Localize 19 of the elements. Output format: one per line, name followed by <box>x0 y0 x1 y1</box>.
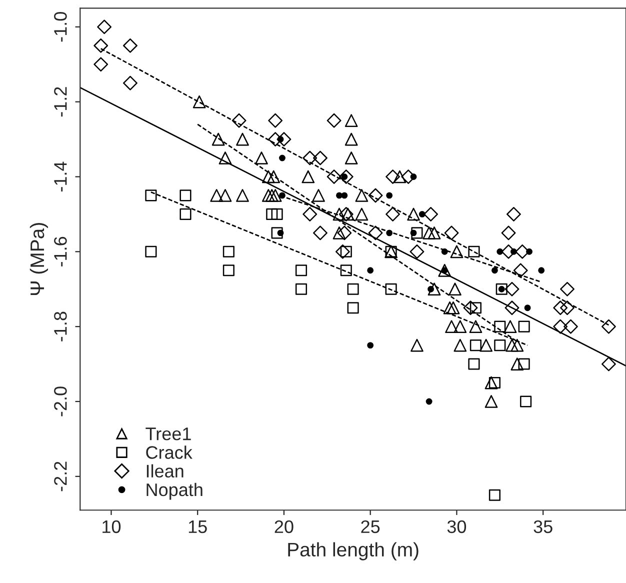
x-axis-title: Path length (m) <box>288 542 418 560</box>
y-tick-label: -2.2 <box>54 462 67 492</box>
y-tick-label: -2.0 <box>54 386 67 416</box>
y-tick-label: -1.0 <box>54 12 67 42</box>
y-axis-title: Ψ (MPa) <box>30 223 48 296</box>
x-tick-label: 20 <box>274 520 294 534</box>
legend-label: Tree1 <box>146 428 191 440</box>
legend-label: Ilean <box>146 464 184 478</box>
x-tick-label: 15 <box>188 520 207 534</box>
x-tick-label: 35 <box>534 520 552 534</box>
y-tick-label: -1.4 <box>54 162 67 192</box>
x-tick-label: 30 <box>447 520 466 534</box>
y-tick-label: -1.8 <box>54 312 67 342</box>
y-tick-label: -1.2 <box>54 87 67 117</box>
x-tick-label: 10 <box>102 520 121 534</box>
x-tick-label: 25 <box>361 520 380 534</box>
legend-label: Crack <box>146 446 192 459</box>
legend-label: Nopath <box>146 482 202 500</box>
y-tick-label: -1.6 <box>54 236 67 266</box>
